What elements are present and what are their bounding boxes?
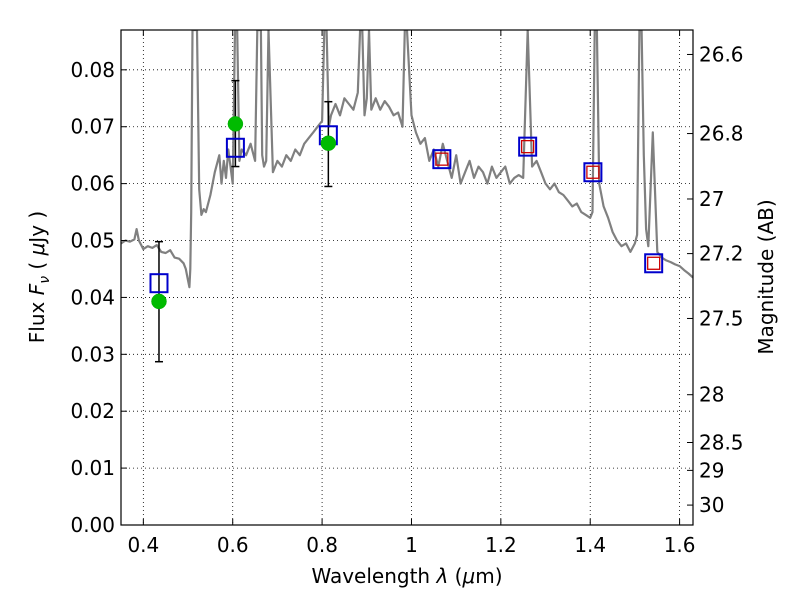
y-tick-label-7: 0.07 bbox=[70, 115, 115, 139]
observed-point-2 bbox=[320, 135, 337, 151]
y-tick-label-6: 0.06 bbox=[70, 172, 115, 196]
red-square-point-2 bbox=[586, 165, 600, 179]
x-tick-label-2: 0.8 bbox=[306, 533, 338, 557]
model-spectrum-line bbox=[121, 30, 693, 289]
y2-tick-label-8: 30 bbox=[699, 493, 724, 517]
observed-point-1 bbox=[227, 116, 244, 132]
model-photometry-point-4 bbox=[518, 136, 538, 157]
x-tick-label-0: 0.4 bbox=[127, 533, 159, 557]
y2-tick-label-2: 27 bbox=[699, 187, 724, 211]
y-tick-label-2: 0.02 bbox=[70, 399, 115, 423]
plot-frame bbox=[120, 29, 694, 526]
x-axis-label: Wavelength λ (μm) bbox=[311, 564, 502, 588]
y-tick-label-0: 0.00 bbox=[70, 513, 115, 537]
x-tick-label-5: 1.4 bbox=[574, 533, 606, 557]
model-photometry-point-1 bbox=[225, 137, 245, 158]
x-tick-label-6: 1.6 bbox=[664, 533, 696, 557]
x-tick-label-4: 1.2 bbox=[485, 533, 517, 557]
y-tick-label-8: 0.08 bbox=[70, 58, 115, 82]
model-photometry-point-3 bbox=[432, 149, 452, 170]
model-photometry-point-0 bbox=[149, 273, 169, 294]
x-tick-label-3: 1 bbox=[405, 533, 418, 557]
y2-tick-label-5: 28 bbox=[699, 383, 724, 407]
model-photometry-point-6 bbox=[644, 253, 664, 274]
y2-tick-label-7: 29 bbox=[699, 458, 724, 482]
y2-axis-label: Magnitude (AB) bbox=[754, 199, 778, 354]
x-tick-label-1: 0.6 bbox=[217, 533, 249, 557]
y-axis-label: Flux Fν ( μJy ) bbox=[25, 211, 53, 343]
y-tick-label-5: 0.05 bbox=[70, 229, 115, 253]
y2-tick-label-4: 27.5 bbox=[699, 306, 744, 330]
red-square-point-0 bbox=[435, 152, 449, 166]
axis-ticks: 0.4 0.6 0.8 1 1.2 1.4 1.6 0.00 0.01 0.02 0.03 0.04 0… bbox=[70, 30, 744, 557]
red-square-point-1 bbox=[521, 139, 535, 154]
plot-background bbox=[121, 30, 693, 525]
y2-tick-label-1: 26.8 bbox=[699, 122, 744, 146]
y2-tick-label-3: 27.2 bbox=[699, 242, 744, 266]
y2-tick-label-0: 26.6 bbox=[699, 42, 744, 66]
y-tick-label-1: 0.01 bbox=[70, 456, 115, 480]
observed-point-0 bbox=[151, 293, 167, 310]
data-series bbox=[121, 30, 693, 363]
y2-tick-label-6: 28.5 bbox=[699, 431, 744, 455]
y-tick-label-3: 0.03 bbox=[70, 342, 115, 366]
y-tick-label-4: 0.04 bbox=[70, 285, 115, 309]
model-photometry-point-5 bbox=[583, 162, 603, 183]
red-square-point-3 bbox=[647, 256, 661, 270]
